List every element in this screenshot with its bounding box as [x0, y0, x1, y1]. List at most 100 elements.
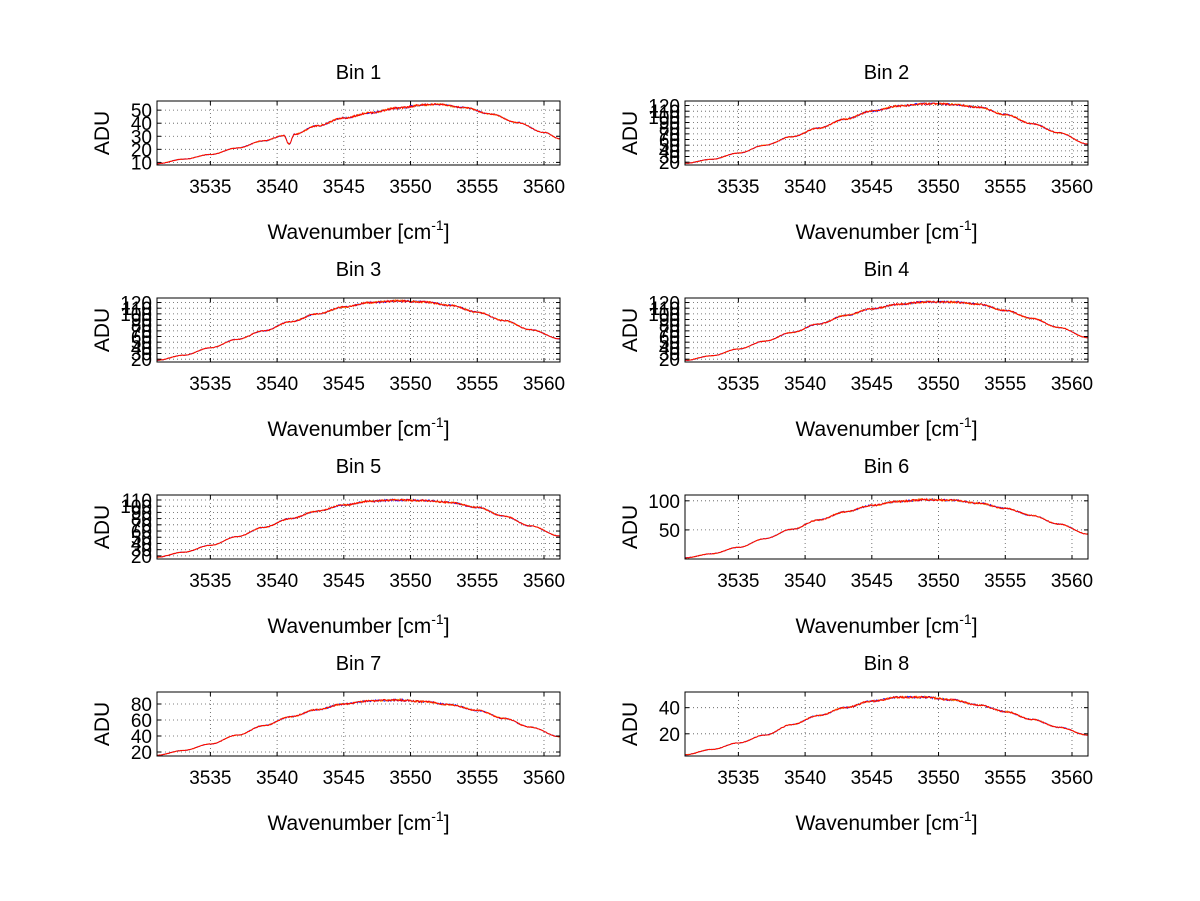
- axes-box: [684, 691, 1089, 757]
- axes-box: [684, 494, 1089, 560]
- y-axis-label: ADU: [619, 308, 642, 352]
- x-tick-label: 3535: [189, 177, 231, 198]
- x-axis-label-text: Wavenumber [cm: [267, 221, 431, 244]
- y-axis-label: ADU: [91, 505, 114, 549]
- y-tick-label: 100: [648, 305, 680, 326]
- x-axis-label-text: Wavenumber [cm: [267, 615, 431, 638]
- x-tick-label: 3535: [717, 374, 759, 395]
- y-tick-label: 20: [131, 743, 152, 764]
- x-tick-label: 3540: [256, 768, 298, 789]
- x-axis-label-text: Wavenumber [cm: [267, 418, 431, 441]
- spectrum-line-3: [684, 102, 1089, 164]
- axes-box: [684, 100, 1089, 166]
- x-tick-label: 3550: [389, 571, 431, 592]
- x-axis-label-text: Wavenumber [cm: [795, 812, 959, 835]
- x-tick-label: 3560: [1051, 571, 1093, 592]
- subplot-6: 3535 3540 3545 3550 3555 3560 50 100 Bin 6 Wavenu…: [619, 456, 1093, 638]
- x-tick-label: 3555: [984, 768, 1026, 789]
- axes-box: [156, 100, 561, 166]
- y-tick-label: 50: [131, 528, 152, 549]
- y-tick-label: 110: [122, 491, 152, 512]
- subplot-8: 3535 3540 3545 3550 3555 3560 20 40 Bin 8 Wavenum…: [619, 653, 1093, 835]
- x-axis-label-superscript: -1: [431, 611, 444, 627]
- y-tick-label: 40: [131, 534, 152, 555]
- y-axis-label: ADU: [619, 505, 642, 549]
- y-tick-label: 50: [131, 101, 152, 122]
- x-tick-label: 3550: [917, 177, 959, 198]
- x-axis-label: Wavenumber [cm-1]: [267, 414, 449, 441]
- y-tick-label: 60: [131, 522, 152, 543]
- x-tick-label: 3555: [984, 374, 1026, 395]
- x-tick-label: 3555: [456, 571, 498, 592]
- y-tick-label: 20: [659, 350, 680, 371]
- y-tick-label: 100: [648, 108, 680, 129]
- y-tick-label: 80: [659, 119, 680, 140]
- y-tick-label: 120: [648, 97, 680, 118]
- x-axis-label: Wavenumber [cm-1]: [267, 217, 449, 244]
- x-axis-label-end: ]: [972, 418, 978, 441]
- spectrum-line-3: [684, 497, 1089, 559]
- y-tick-label: 110: [650, 102, 680, 123]
- x-axis-label-superscript: -1: [959, 414, 972, 430]
- y-tick-label: 90: [659, 311, 680, 332]
- y-tick-label: 20: [131, 140, 152, 161]
- x-axis-label-superscript: -1: [959, 611, 972, 627]
- y-tick-label: 30: [131, 541, 152, 562]
- y-tick-label: 80: [131, 510, 152, 531]
- subplot-2: 3535 3540 3545 3550 3555 3560 2030405060708090…: [619, 62, 1093, 244]
- x-tick-label: 3545: [323, 768, 365, 789]
- y-tick-label: 20: [659, 725, 680, 746]
- x-tick-label: 3535: [717, 571, 759, 592]
- x-axis-label-end: ]: [972, 812, 978, 835]
- y-tick-label: 50: [659, 521, 680, 542]
- x-tick-label: 3555: [456, 768, 498, 789]
- x-axis-label-superscript: -1: [959, 217, 972, 233]
- x-tick-label: 3540: [256, 177, 298, 198]
- x-tick-label: 3535: [189, 768, 231, 789]
- x-axis-label: Wavenumber [cm-1]: [795, 611, 977, 638]
- y-axis-label: ADU: [619, 111, 642, 155]
- x-tick-label: 3560: [1051, 177, 1093, 198]
- y-axis-label: ADU: [91, 308, 114, 352]
- spectrum-line-3: [684, 300, 1089, 361]
- x-axis-label-text: Wavenumber [cm: [267, 812, 431, 835]
- x-tick-label: 3560: [1051, 768, 1093, 789]
- axes-box: [156, 297, 561, 363]
- x-axis-label-end: ]: [972, 221, 978, 244]
- x-tick-label: 3535: [717, 768, 759, 789]
- subplot-3: 3535 3540 3545 3550 3555 3560 2030405060708090…: [91, 259, 565, 441]
- x-tick-label: 3545: [323, 177, 365, 198]
- y-tick-label: 20: [659, 153, 680, 174]
- x-axis-label: Wavenumber [cm-1]: [795, 414, 977, 441]
- y-tick-label: 40: [131, 114, 152, 135]
- axes-box: [156, 494, 561, 560]
- x-axis-label: Wavenumber [cm-1]: [795, 808, 977, 835]
- y-tick-label: 70: [131, 322, 152, 343]
- y-tick-label: 40: [131, 339, 152, 360]
- x-tick-label: 3540: [784, 768, 826, 789]
- x-axis-label-superscript: -1: [431, 808, 444, 824]
- x-tick-label: 3545: [323, 374, 365, 395]
- y-tick-label: 100: [648, 492, 680, 513]
- y-tick-label: 10: [131, 153, 152, 174]
- subplot-title: Bin 1: [336, 62, 382, 84]
- subplot-5: 3535 3540 3545 3550 3555 3560 2030405060708090…: [91, 456, 565, 638]
- x-tick-label: 3550: [389, 177, 431, 198]
- y-tick-label: 70: [659, 125, 680, 146]
- y-tick-label: 30: [659, 345, 680, 366]
- subplot-title: Bin 4: [864, 259, 910, 281]
- y-tick-label: 60: [131, 711, 152, 732]
- y-tick-label: 120: [120, 294, 152, 315]
- axes-box: [156, 691, 561, 757]
- x-tick-label: 3550: [389, 768, 431, 789]
- spectrum-line-3: [684, 695, 1089, 756]
- x-axis-label-end: ]: [972, 615, 978, 638]
- y-tick-label: 110: [122, 299, 152, 320]
- x-axis-label-superscript: -1: [431, 414, 444, 430]
- subplot-title: Bin 2: [864, 62, 910, 84]
- x-axis-label-text: Wavenumber [cm: [795, 418, 959, 441]
- x-tick-label: 3535: [189, 374, 231, 395]
